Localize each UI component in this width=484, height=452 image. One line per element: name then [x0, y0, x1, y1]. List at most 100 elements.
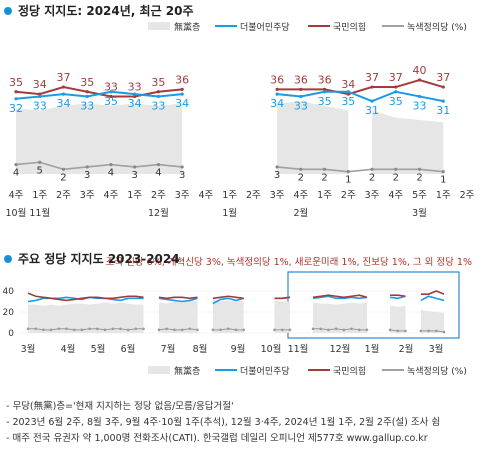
- legend-dem-label: 더불어민주당: [240, 366, 290, 377]
- dem-data-label: 35: [104, 95, 118, 108]
- green-point: [80, 328, 84, 332]
- legend-noparty-label: 無黨층: [174, 21, 200, 33]
- green-point: [350, 327, 353, 331]
- x-tick-label: 4월: [61, 343, 76, 355]
- dem-data-label: 35: [341, 95, 355, 108]
- ppp-data-label: 34: [33, 78, 47, 91]
- x-tick-label: 4주: [104, 190, 119, 201]
- ppp-line-1: [158, 296, 198, 300]
- ppp-point: [180, 87, 184, 91]
- x-tick-label: 3월: [429, 343, 444, 355]
- ppp-point: [38, 92, 42, 96]
- noparty-area-1: [158, 300, 198, 333]
- footnote-3: - 매주 전국 유권자 약 1,000명 전화조사(CATI). 한국갤럽 데일…: [6, 433, 428, 444]
- x-tick-label: 5월: [91, 343, 106, 355]
- green-line-6: [420, 330, 445, 333]
- green-data-label: 4: [155, 168, 161, 179]
- ppp-point: [61, 85, 66, 89]
- dem-point: [299, 94, 303, 99]
- month-label: 3월: [412, 207, 427, 219]
- green-data-label: 1: [345, 175, 351, 186]
- x-tick-label: 3월: [21, 343, 36, 355]
- x-tick-label: 1주: [32, 190, 47, 201]
- legend-green-label: 녹색정의당 (%): [407, 366, 467, 377]
- green-data-label: 5: [37, 165, 43, 176]
- green-point: [299, 167, 303, 171]
- ppp-line-3: [274, 296, 291, 300]
- ppp-data-label: 36: [294, 73, 308, 86]
- long-term-chart: 0 20 40 3월 4월 5월 6월 7월 8월 9월 10월 11월 12월 1월 2월 3월 無黨층 더불어…: [3, 271, 467, 377]
- green-point: [103, 328, 107, 332]
- noparty-area-4: [313, 302, 367, 333]
- x-tick-label: 12월: [330, 343, 351, 355]
- ppp-line-6: [420, 290, 445, 295]
- x-tick-label: 6월: [121, 343, 136, 355]
- green-point: [109, 163, 113, 167]
- dem-point: [441, 99, 445, 103]
- green-data-label: 3: [131, 170, 137, 181]
- green-point: [156, 163, 161, 167]
- green-point: [275, 165, 279, 169]
- green-point: [288, 328, 292, 332]
- green-point: [34, 327, 38, 331]
- green-point: [311, 327, 315, 331]
- footnote-2: - 2023년 6월 2주, 8월 3주, 9월 4주·10월 1주(추석), …: [6, 417, 441, 428]
- ppp-point: [109, 94, 113, 99]
- green-point: [441, 170, 445, 174]
- dem-line-1: [158, 297, 198, 303]
- y-tick-label: 40: [3, 287, 15, 297]
- dem-point: [156, 94, 161, 99]
- dem-point: [275, 92, 279, 96]
- ppp-point: [346, 92, 350, 96]
- legend-dem-label: 더불어민주당: [240, 22, 290, 33]
- green-point: [370, 167, 374, 171]
- green-point: [327, 328, 330, 332]
- x-tick-label: 3주: [80, 190, 95, 201]
- ppp-data-label: 37: [389, 71, 403, 84]
- x-tick-label: 2주: [151, 190, 166, 201]
- dem-point: [394, 90, 398, 94]
- green-point: [188, 327, 192, 331]
- green-data-label: 2: [369, 172, 375, 183]
- dem-point: [322, 90, 327, 94]
- green-point: [196, 328, 199, 332]
- ppp-data-label: 33: [104, 80, 118, 93]
- x-tick-label: 2주: [246, 190, 261, 201]
- green-point: [65, 327, 68, 331]
- y-tick-label: 0: [8, 329, 14, 339]
- green-data-label: 3: [274, 170, 280, 181]
- green-point: [96, 327, 99, 331]
- x-tick-label: 1주: [222, 190, 237, 201]
- legend-noparty-label: 無黨층: [174, 365, 200, 377]
- green-point: [119, 327, 122, 331]
- green-point: [49, 328, 53, 332]
- legend-noparty-swatch: [148, 366, 170, 374]
- x-tick-label: 3주: [175, 190, 190, 201]
- green-data-label: 4: [108, 168, 114, 179]
- green-point: [388, 328, 392, 332]
- dem-point: [109, 90, 113, 94]
- dem-data-label: 33: [151, 99, 165, 112]
- green-data-label: 2: [298, 172, 304, 183]
- green-point: [72, 328, 76, 332]
- green-point: [85, 165, 89, 169]
- ppp-point: [299, 87, 303, 91]
- green-point: [38, 160, 42, 164]
- green-point: [427, 329, 430, 333]
- green-point: [14, 163, 18, 167]
- dem-data-label: 34: [270, 97, 284, 110]
- month-label: 12월: [148, 207, 169, 219]
- dem-point: [38, 94, 42, 99]
- dem-data-label: 33: [294, 99, 308, 112]
- green-line-1: [277, 166, 444, 173]
- green-point: [126, 328, 130, 332]
- green-point: [134, 327, 138, 331]
- x-tick-label: 1월: [365, 343, 380, 355]
- ppp-data-label: 34: [341, 78, 355, 91]
- green-data-label: 2: [416, 172, 422, 183]
- green-point: [157, 328, 161, 332]
- green-point: [334, 327, 338, 331]
- green-point: [319, 327, 323, 331]
- green-data-label: 3: [179, 170, 185, 181]
